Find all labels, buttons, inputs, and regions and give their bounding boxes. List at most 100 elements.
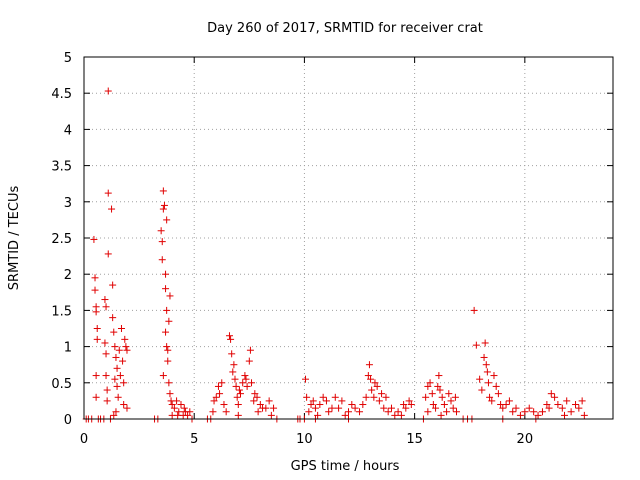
data-point: [341, 411, 349, 419]
data-point: [305, 408, 313, 416]
data-point: [111, 375, 119, 383]
data-point: [262, 404, 270, 412]
data-point: [554, 401, 562, 409]
y-tick-label: 5: [64, 51, 72, 66]
data-point: [486, 393, 494, 401]
data-point: [163, 306, 171, 314]
chart-title: Day 260 of 2017, SRMTID for receiver cra…: [207, 21, 483, 36]
data-point: [545, 404, 553, 412]
data-point: [157, 227, 165, 235]
data-point: [218, 379, 226, 387]
data-point: [165, 317, 173, 325]
data-point: [365, 361, 373, 369]
data-point: [92, 308, 100, 316]
data-point: [367, 375, 375, 383]
data-point: [440, 401, 448, 409]
data-point: [170, 404, 178, 412]
data-point: [173, 397, 181, 405]
data-point: [250, 397, 258, 405]
data-point: [112, 353, 120, 361]
data-point: [521, 408, 529, 416]
data-point: [435, 372, 443, 380]
data-point: [162, 285, 170, 293]
data-point: [483, 368, 491, 376]
data-point: [387, 404, 395, 412]
data-point: [338, 397, 346, 405]
data-point: [451, 393, 459, 401]
data-point: [476, 375, 484, 383]
data-point: [222, 408, 230, 416]
data-point: [239, 379, 247, 387]
data-point: [428, 390, 436, 398]
data-point: [443, 408, 451, 416]
data-point: [116, 372, 124, 380]
data-point: [436, 386, 444, 394]
data-point: [104, 189, 112, 197]
data-point: [391, 411, 399, 419]
data-point: [449, 404, 457, 412]
data-point: [547, 390, 555, 398]
data-point: [424, 382, 432, 390]
data-point: [102, 303, 110, 311]
y-tick-label: 0.5: [51, 377, 72, 392]
data-point: [120, 401, 128, 409]
x-tick-label: 5: [190, 432, 198, 447]
data-point: [175, 408, 183, 416]
data-point: [368, 386, 376, 394]
data-point: [113, 382, 121, 390]
data-point: [114, 393, 122, 401]
data-point: [265, 397, 273, 405]
data-point: [558, 404, 566, 412]
x-axis-label: GPS time / hours: [291, 459, 400, 474]
data-point: [166, 390, 174, 398]
data-point: [102, 372, 110, 380]
data-point: [123, 346, 131, 354]
data-point: [534, 411, 542, 419]
data-point: [563, 397, 571, 405]
data-point: [267, 411, 275, 419]
data-point: [243, 382, 251, 390]
data-point: [184, 411, 192, 419]
data-point: [165, 379, 173, 387]
y-tick-label: 1.5: [51, 304, 72, 319]
data-point: [484, 379, 492, 387]
data-point: [231, 375, 239, 383]
data-point: [101, 296, 109, 304]
data-point: [111, 343, 119, 351]
data-point: [233, 393, 241, 401]
y-tick-labels: 0 0.5 1 1.5 2 2.5 3 3.5 4 4.5 5: [51, 51, 72, 428]
x-tick-label: 15: [406, 432, 423, 447]
data-point: [254, 408, 262, 416]
data-point: [302, 375, 310, 383]
data-point: [422, 393, 430, 401]
data-point: [492, 382, 500, 390]
data-point: [232, 382, 240, 390]
data-point: [325, 408, 333, 416]
data-point: [230, 361, 238, 369]
data-point: [530, 408, 538, 416]
data-point: [438, 393, 446, 401]
data-point: [120, 379, 128, 387]
data-point: [123, 404, 131, 412]
data-point: [93, 335, 101, 343]
x-tick-label: 0: [80, 432, 88, 447]
data-point: [91, 286, 99, 294]
data-point: [516, 411, 524, 419]
data-point: [400, 401, 408, 409]
data-point: [494, 390, 502, 398]
data-point: [256, 401, 264, 409]
data-point: [109, 314, 117, 322]
data-point: [174, 411, 182, 419]
data-point: [502, 401, 510, 409]
data-point: [119, 357, 127, 365]
data-point: [159, 187, 167, 195]
data-point: [405, 397, 413, 405]
data-point: [110, 411, 118, 419]
data-point: [499, 404, 507, 412]
data-point: [104, 87, 112, 95]
data-point: [242, 375, 250, 383]
data-point: [567, 408, 575, 416]
data-point: [104, 250, 112, 258]
data-point: [102, 350, 110, 358]
